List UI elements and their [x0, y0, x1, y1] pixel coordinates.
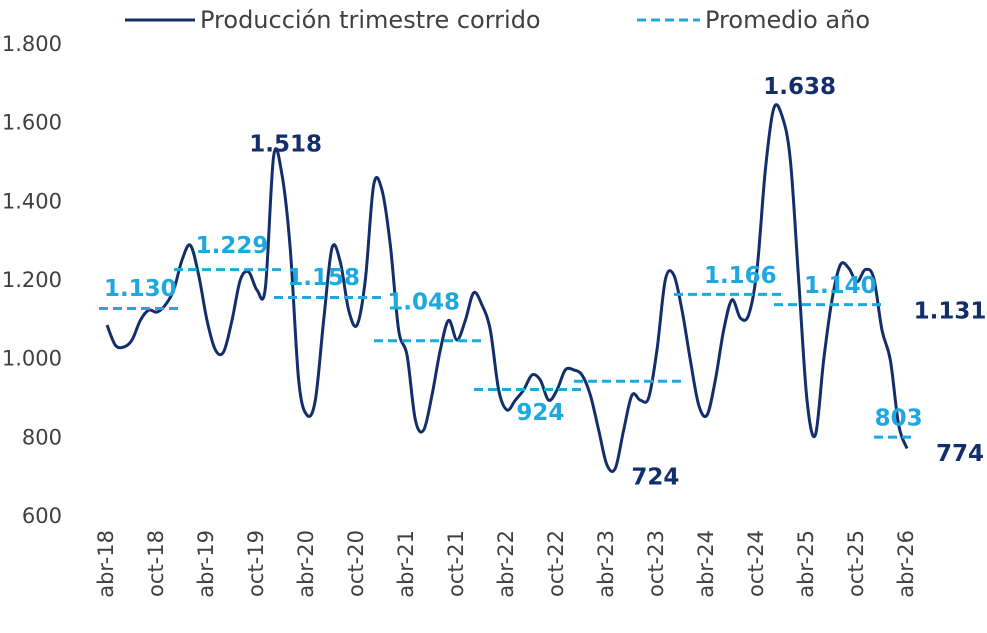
annotation: 1.131	[914, 299, 987, 325]
y-tick-label: 600	[22, 504, 62, 528]
data-line	[105, 103, 909, 473]
legend-label: Promedio año	[705, 6, 870, 34]
y-tick-label: 1.000	[2, 347, 62, 371]
y-tick-label: 1.400	[2, 189, 62, 213]
data-label: 1.140	[804, 273, 877, 299]
x-tick-label: abr-18	[94, 530, 118, 598]
data-label: 724	[631, 465, 679, 491]
legend-label: Producción trimestre corrido	[200, 6, 541, 34]
x-tick-label: oct-19	[244, 530, 268, 597]
data-label: 1.048	[387, 289, 460, 315]
x-tick-label: oct-21	[444, 530, 468, 597]
x-tick-label: oct-18	[144, 530, 168, 597]
data-label: 774	[936, 441, 984, 467]
data-label: 1.158	[287, 265, 360, 291]
x-tick-label: abr-24	[694, 530, 718, 598]
x-tick-label: abr-22	[494, 530, 518, 598]
x-tick-label: oct-20	[344, 530, 368, 597]
data-label: 1.518	[249, 131, 322, 157]
data-label: 924	[516, 400, 564, 426]
x-tick-label: oct-23	[644, 530, 668, 597]
x-tick-label: abr-21	[394, 530, 418, 598]
x-tick-label: abr-20	[294, 530, 318, 598]
x-tick-label: abr-25	[794, 530, 818, 598]
x-tick-label: abr-26	[894, 530, 918, 598]
data-label: 1.130	[104, 276, 177, 302]
x-tick-label: oct-25	[844, 530, 868, 597]
data-label: 1.638	[763, 74, 836, 100]
y-tick-label: 1.800	[2, 32, 62, 56]
data-label: 803	[875, 406, 923, 432]
x-tick-label: abr-23	[594, 530, 618, 598]
x-tick-label: abr-19	[194, 530, 218, 598]
y-tick-label: 1.200	[2, 268, 62, 292]
x-tick-label: oct-24	[744, 530, 768, 597]
y-tick-label: 1.600	[2, 111, 62, 135]
data-label: 1.166	[704, 263, 777, 289]
x-tick-label: oct-22	[544, 530, 568, 597]
data-label: 1.229	[196, 233, 269, 259]
y-tick-label: 800	[22, 425, 62, 449]
